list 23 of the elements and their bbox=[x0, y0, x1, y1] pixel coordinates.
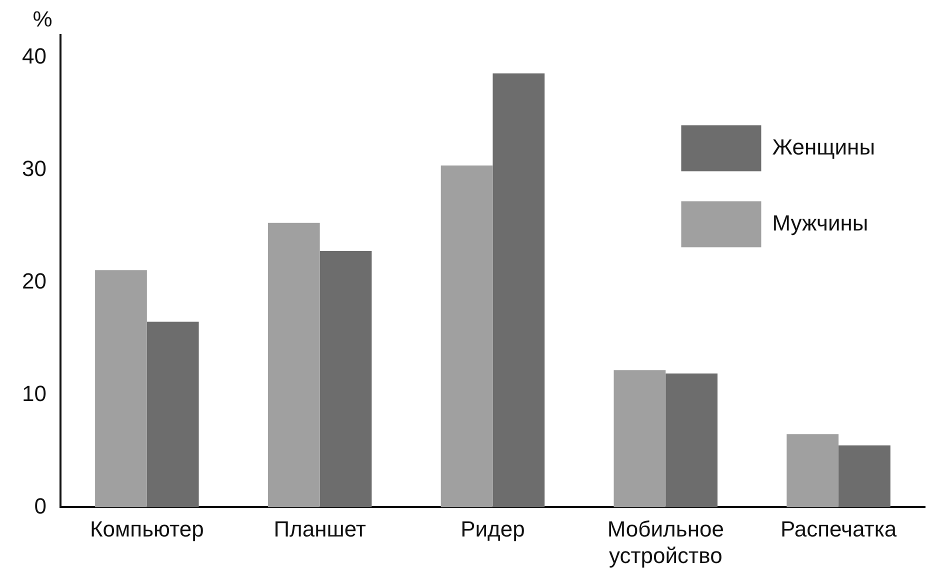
y-tick-label: 20 bbox=[22, 268, 46, 294]
y-axis-title: % bbox=[32, 6, 52, 32]
x-tick-label: Мобильное устройство bbox=[607, 516, 724, 568]
y-tick-label: 10 bbox=[22, 380, 46, 406]
x-tick-label: Планшет bbox=[274, 516, 366, 542]
y-tick-label: 0 bbox=[34, 493, 46, 518]
x-tick-label: Распечатка bbox=[780, 516, 898, 542]
bar bbox=[268, 222, 320, 508]
bar bbox=[492, 73, 545, 508]
bar bbox=[146, 322, 199, 508]
bar bbox=[666, 373, 718, 508]
x-tick-label: Ридер bbox=[460, 516, 525, 542]
bar bbox=[786, 434, 839, 508]
bar bbox=[838, 445, 890, 508]
bar bbox=[440, 166, 493, 508]
y-tick-label: 30 bbox=[22, 156, 46, 182]
bar bbox=[95, 270, 147, 508]
y-tick-label: 40 bbox=[22, 44, 46, 69]
x-tick-label: Компьютер bbox=[90, 516, 204, 542]
bar bbox=[614, 370, 666, 508]
legend-label: Женщины bbox=[772, 134, 875, 160]
legend-label: Мужчины bbox=[772, 210, 868, 236]
bar bbox=[320, 250, 372, 508]
